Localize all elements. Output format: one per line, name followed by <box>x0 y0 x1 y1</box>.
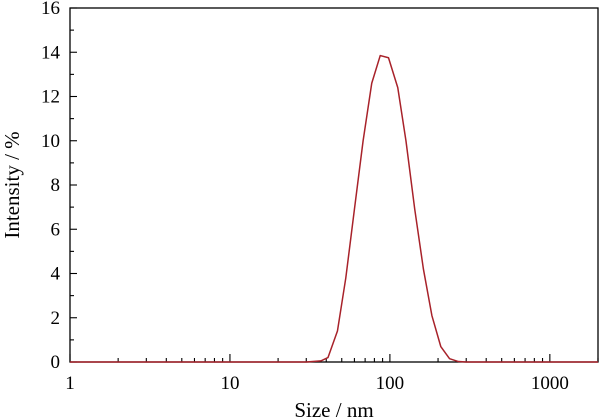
y-tick-label: 0 <box>51 352 61 373</box>
y-axis-label: Intensity / % <box>0 131 24 238</box>
y-tick-label: 10 <box>41 131 60 152</box>
y-tick-label: 8 <box>51 175 61 196</box>
plot-frame <box>69 7 599 363</box>
x-axis-label: Size / nm <box>294 398 373 420</box>
tick-labels: 0 2 4 6 8 10 12 14 16 1 10 100 1000 <box>41 0 569 394</box>
x-tick-label: 100 <box>376 373 405 394</box>
series-line <box>70 54 598 363</box>
y-tick-label: 16 <box>41 0 60 19</box>
y-tick-label: 4 <box>51 264 61 285</box>
axis-ticks <box>69 7 599 363</box>
y-tick-label: 6 <box>51 219 61 240</box>
x-tick-label: 1000 <box>531 373 569 394</box>
y-tick-label: 2 <box>51 308 61 329</box>
y-tick-label: 14 <box>41 42 61 63</box>
x-tick-label: 10 <box>220 373 239 394</box>
y-tick-label: 12 <box>41 87 60 108</box>
x-tick-label: 1 <box>65 373 75 394</box>
